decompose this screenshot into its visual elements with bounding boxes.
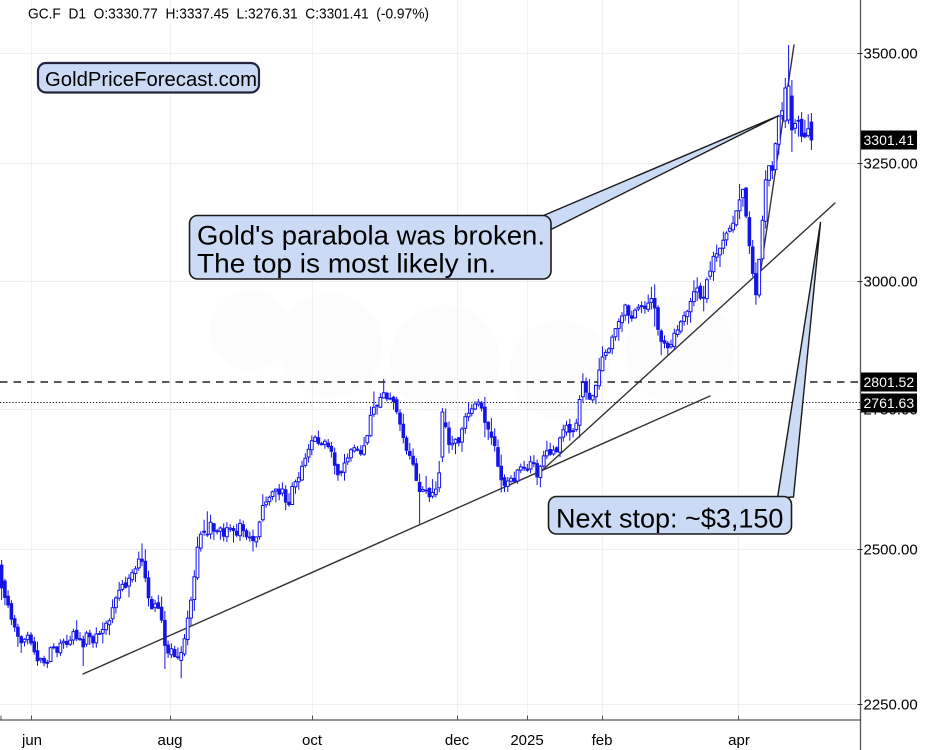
svg-text:Gold's parabola was broken.: Gold's parabola was broken. [197,220,545,250]
svg-text:apr: apr [728,732,750,749]
svg-text:oct: oct [302,732,323,749]
svg-text:2801.52: 2801.52 [864,374,915,390]
svg-text:3500.00: 3500.00 [864,46,918,63]
svg-text:feb: feb [592,732,613,749]
svg-text:GC.F D1 O:3330.77 H:3337.45: GC.F D1 O:3330.77 H:3337.45 L:3276.31 C:… [28,5,429,22]
svg-text:The top is most likely in.: The top is most likely in. [197,249,496,279]
svg-text:3000.00: 3000.00 [864,274,918,291]
svg-text:GoldPriceForecast.com: GoldPriceForecast.com [45,69,257,91]
svg-text:3301.41: 3301.41 [864,132,915,148]
svg-text:dec: dec [445,732,470,749]
svg-text:2025: 2025 [510,732,543,749]
svg-text:aug: aug [157,732,182,749]
svg-text:2500.00: 2500.00 [864,542,918,559]
svg-text:jun: jun [21,732,42,749]
svg-text:3250.00: 3250.00 [864,156,918,173]
svg-text:2250.00: 2250.00 [864,697,918,714]
svg-text:2761.63: 2761.63 [864,395,915,411]
svg-text:Next stop: ~$3,150: Next stop: ~$3,150 [556,504,783,534]
